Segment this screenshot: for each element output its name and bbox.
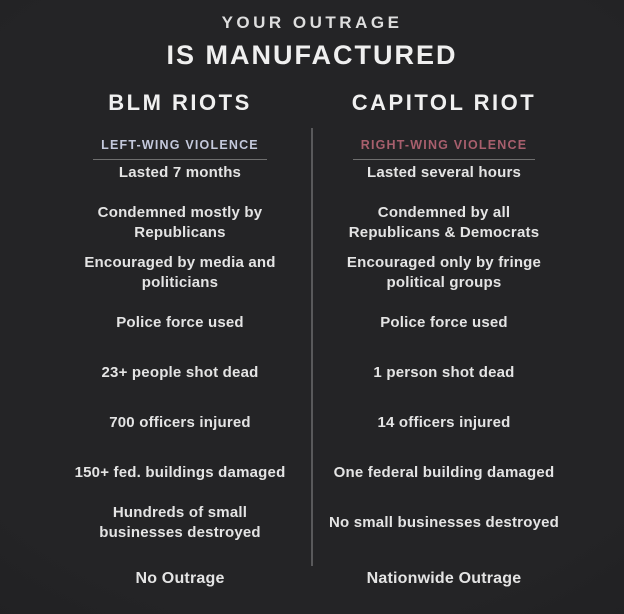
row-cell-left: Lasted 7 months xyxy=(118,164,242,182)
right-column-subtitle: RIGHT-WING VIOLENCE xyxy=(352,138,536,160)
title-line-2: IS MANUFACTURED xyxy=(166,40,458,70)
row-cell-right: 1 person shot dead xyxy=(373,364,515,382)
row-cell-right: One federal building damaged xyxy=(333,464,555,482)
row-cell-right: Condemned by all Republicans & Democrats xyxy=(348,204,540,241)
row-cell-right: 14 officers injured xyxy=(377,414,511,432)
title-line-1: YOUR OUTRAGE xyxy=(221,13,403,32)
row-cell-left: Police force used xyxy=(116,314,244,332)
column-headers: BLM RIOTS LEFT-WING VIOLENCE CAPITOL RIO… xyxy=(0,90,624,160)
column-header-blm-riots: BLM RIOTS LEFT-WING VIOLENCE xyxy=(48,90,312,160)
footer-verdicts: No Outrage Nationwide Outrage xyxy=(0,548,624,610)
row-cell-right: Police force used xyxy=(380,314,508,332)
row-cell-left: 23+ people shot dead xyxy=(101,364,259,382)
left-column-subtitle: LEFT-WING VIOLENCE xyxy=(93,138,267,160)
row-cell-left: 150+ fed. buildings damaged xyxy=(74,464,286,482)
row-cell-right: Encouraged only by fringe political grou… xyxy=(346,254,542,291)
row-cell-right: No small businesses destroyed xyxy=(328,514,560,532)
footer-left-verdict: No Outrage xyxy=(135,570,225,588)
left-column-title: BLM RIOTS xyxy=(108,90,252,115)
row-cell-left: 700 officers injured xyxy=(109,414,251,432)
right-column-title: CAPITOL RIOT xyxy=(351,90,537,115)
column-header-capitol-riot: CAPITOL RIOT RIGHT-WING VIOLENCE xyxy=(312,90,576,160)
column-divider-line xyxy=(311,128,313,566)
row-cell-left: Hundreds of small businesses destroyed xyxy=(99,504,261,541)
row-cell-left: Encouraged by media and politicians xyxy=(84,254,276,291)
row-cell-left: Condemned mostly by Republicans xyxy=(97,204,263,241)
comparison-rows: Lasted 7 months Lasted several hours Con… xyxy=(0,148,624,548)
footer-right-verdict: Nationwide Outrage xyxy=(366,570,522,588)
row-cell-right: Lasted several hours xyxy=(366,164,522,182)
title-block: YOUR OUTRAGE IS MANUFACTURED xyxy=(0,0,624,90)
